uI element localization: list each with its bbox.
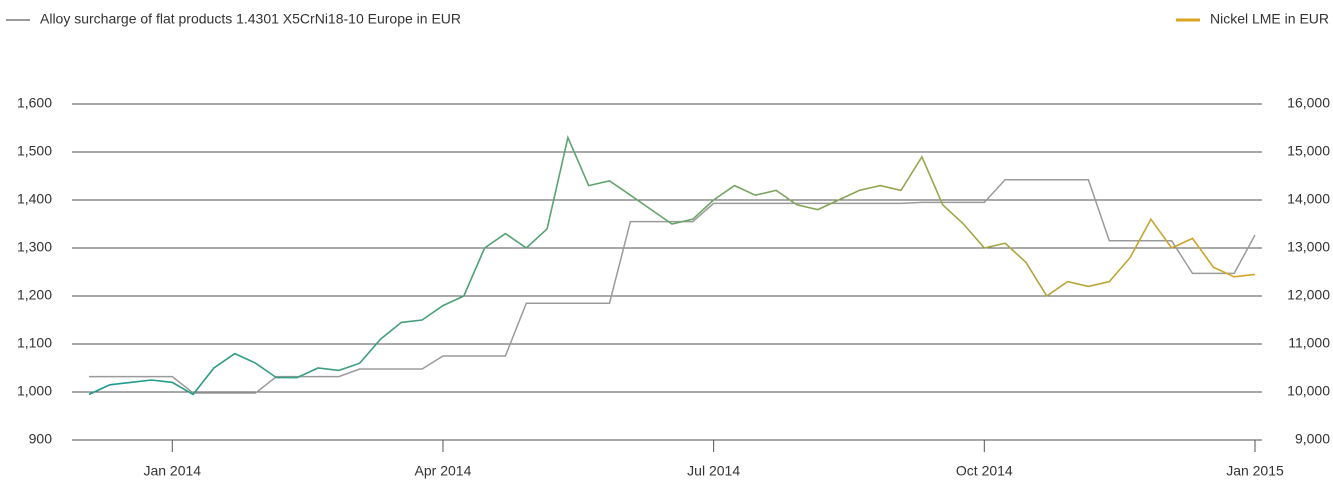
y-tick-label: 1,200 bbox=[17, 287, 52, 303]
x-tick-label: Oct 2014 bbox=[956, 463, 1013, 479]
y-tick-label: 1,500 bbox=[17, 143, 52, 159]
y2-tick-label: 10,000 bbox=[1287, 383, 1330, 399]
y2-tick-label: 11,000 bbox=[1288, 335, 1330, 351]
y2-tick-label: 14,000 bbox=[1287, 191, 1330, 207]
legend-label: Alloy surcharge of flat products 1.4301 … bbox=[40, 11, 461, 27]
y2-tick-label: 16,000 bbox=[1287, 95, 1330, 111]
y2-tick-label: 12,000 bbox=[1287, 287, 1330, 303]
y-tick-label: 1,000 bbox=[17, 383, 52, 399]
y2-tick-label: 13,000 bbox=[1287, 239, 1330, 255]
legend-label: Nickel LME in EUR bbox=[1210, 11, 1329, 27]
y-tick-label: 1,600 bbox=[17, 95, 52, 111]
y2-tick-label: 15,000 bbox=[1287, 143, 1330, 159]
series-line bbox=[88, 135, 1256, 396]
x-tick-label: Jan 2015 bbox=[1226, 463, 1284, 479]
y2-tick-label: 9,000 bbox=[1295, 431, 1330, 447]
y-tick-label: 1,400 bbox=[17, 191, 52, 207]
x-tick-label: Apr 2014 bbox=[415, 463, 472, 479]
y-tick-label: 1,300 bbox=[17, 239, 52, 255]
y-tick-label: 1,100 bbox=[17, 335, 52, 351]
y-tick-label: 900 bbox=[29, 431, 53, 447]
x-tick-label: Jul 2014 bbox=[687, 463, 740, 479]
series-line bbox=[89, 179, 1256, 394]
x-tick-label: Jan 2014 bbox=[143, 463, 201, 479]
